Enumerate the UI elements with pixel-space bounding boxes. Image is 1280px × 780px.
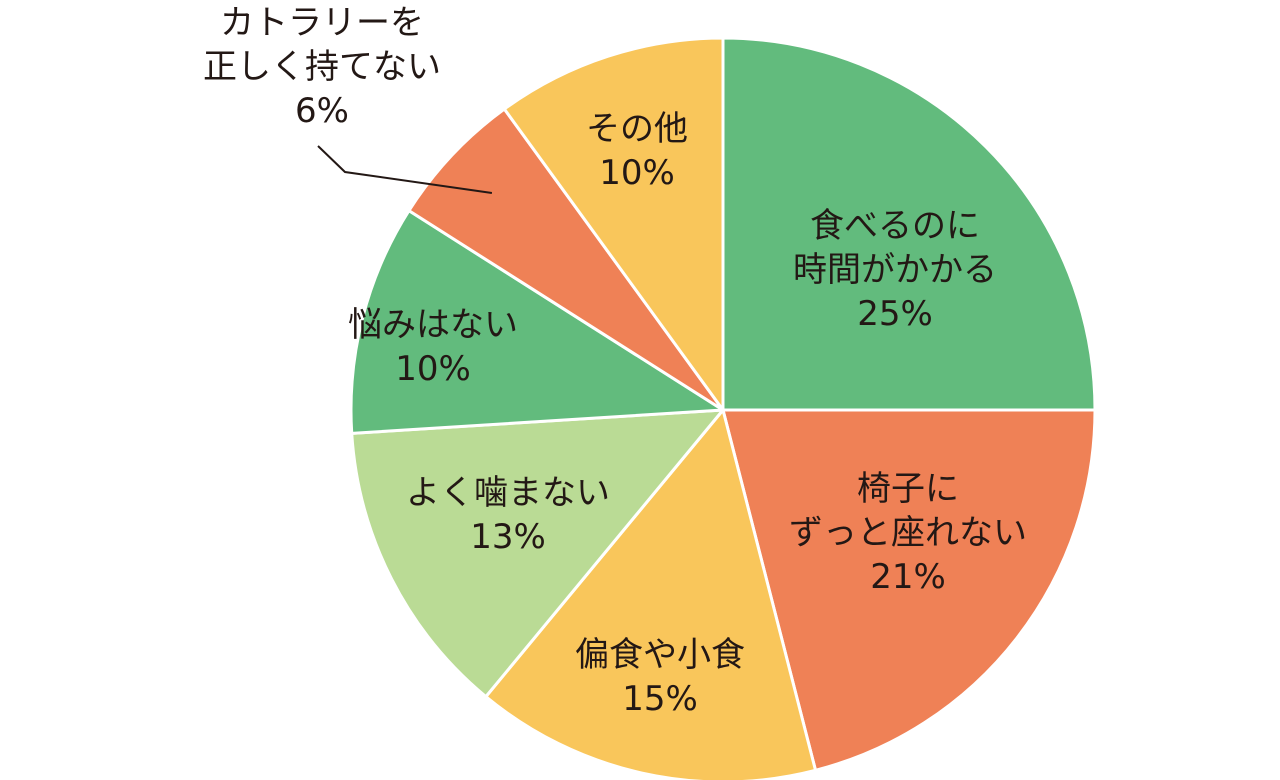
pie-slice-5 (349, 209, 725, 435)
slice-label-4: よく噛まない 13% (406, 473, 610, 557)
slice-label-line: ずっと座れない (789, 513, 1027, 553)
slice-percent: 13% (470, 517, 546, 557)
slice-label-line: 悩みはない (348, 305, 518, 345)
slice-label-1: 食べるのに時間がかかる 25% (793, 206, 997, 334)
leader-line (317, 145, 493, 194)
slice-label-line: 正しく持てない (203, 47, 441, 87)
pie-slice-4 (350, 408, 725, 699)
slice-percent: 15% (622, 679, 698, 719)
slice-percent: 10% (599, 153, 675, 193)
slice-label-line: カトラリーを (220, 3, 424, 43)
slice-percent: 10% (395, 349, 471, 389)
slice-label-2: 椅子にずっと座れない 21% (789, 469, 1027, 597)
slice-label-6: カトラリーを正しく持てない 6% (203, 3, 441, 131)
slice-label-line: よく噛まない (406, 473, 610, 513)
slice-label-line: その他 (586, 109, 688, 149)
pie-slice-7 (502, 36, 725, 412)
pie-slice-6 (407, 107, 725, 412)
slice-label-line: 椅子に (857, 469, 959, 509)
pie-slices (349, 36, 1097, 780)
slice-label-5: 悩みはない 10% (348, 305, 518, 389)
slice-percent: 6% (295, 91, 349, 131)
pie-slice-2 (721, 408, 1097, 772)
slice-label-line: 時間がかかる (793, 250, 997, 290)
slice-percent: 25% (857, 294, 933, 334)
slice-label-line: 偏食や小食 (575, 635, 745, 675)
slice-label-7: その他 10% (586, 109, 688, 193)
slice-label-3: 偏食や小食 15% (575, 635, 745, 719)
slice-label-line: 食べるのに (810, 206, 980, 246)
slice-percent: 21% (870, 557, 946, 597)
pie-labels: 食べるのに時間がかかる 25% 椅子にずっと座れない 21% 偏食や小食 15% よく噛まな… (203, 3, 1027, 719)
pie-slice-3 (484, 408, 818, 780)
pie-slice-1 (721, 36, 1097, 412)
